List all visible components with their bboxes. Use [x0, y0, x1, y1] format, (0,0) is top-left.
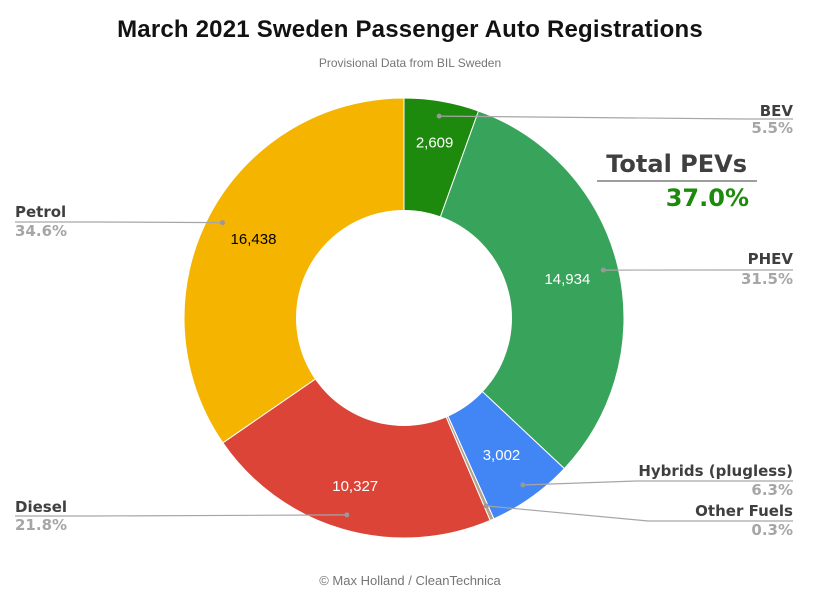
leader-line-diesel [15, 514, 347, 517]
slice-value-diesel: 10,327 [332, 478, 378, 495]
leader-dot-other-fuels [483, 503, 489, 509]
total-pevs-value: 37.0% [665, 184, 749, 212]
slice-value-petrol: 16,438 [231, 231, 277, 248]
donut-hole [296, 210, 512, 426]
leader-dot-hybrids-plugless [520, 482, 526, 488]
leader-dot-diesel [344, 512, 350, 518]
total-pevs-label: Total PEVs [597, 151, 757, 182]
slice-value-bev: 2,609 [416, 135, 454, 152]
chart-title: March 2021 Sweden Passenger Auto Registr… [117, 16, 703, 43]
slice-value-phev: 14,934 [544, 271, 590, 288]
leader-line-petrol [15, 221, 223, 224]
chart-subtitle: Provisional Data from BIL Sweden [318, 56, 502, 70]
leader-dot-phev [600, 267, 606, 273]
leader-line-other-fuels [485, 505, 793, 522]
leader-dot-bev [436, 113, 442, 119]
slice-value-hybrids-plugless: 3,002 [483, 447, 521, 464]
leader-line-hybrids-plugless [522, 480, 793, 486]
donut-slice-petrol [183, 97, 405, 444]
donut-slice-phev [403, 110, 625, 470]
leader-dot-petrol [220, 220, 225, 226]
leader-line-bev [439, 115, 793, 120]
total-pevs-block: Total PEVs 37.0% [597, 151, 757, 211]
credit-text: © Max Holland / CleanTechnica [319, 573, 501, 588]
